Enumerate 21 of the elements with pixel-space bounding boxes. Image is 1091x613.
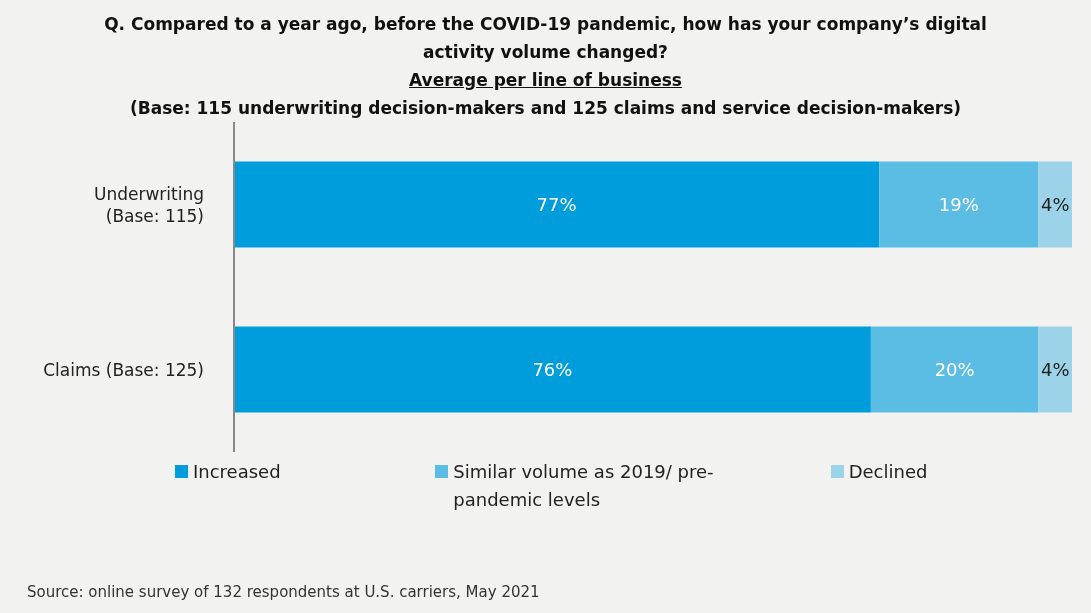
data-label: 19% <box>938 193 979 215</box>
data-label: 20% <box>934 358 975 380</box>
data-label: 77% <box>536 193 577 215</box>
source-note: Source: online survey of 132 respondents at U.S. carriers, May 2021 <box>27 583 540 601</box>
bar <box>879 161 1039 248</box>
legend-label: Increased <box>193 460 282 484</box>
chart-subtitle: Average per line of business <box>408 69 683 92</box>
data-label: 4% <box>1040 193 1070 215</box>
y-tick-label: Claims (Base: 125) <box>43 359 204 380</box>
chart-title: Q. Compared to a year ago, before the COVID-19 pandemic, how has your company’s digital activity volume changed? <box>103 13 988 64</box>
text: (Base: 115 underwriting decision-makers and 125 claims and service decision-makers) <box>128 97 963 120</box>
bar <box>870 326 1039 413</box>
data-label: 76% <box>532 358 573 380</box>
data-label: 4% <box>1040 358 1070 380</box>
bar <box>1038 161 1072 248</box>
legend-label: Declined <box>848 460 929 484</box>
bar <box>1038 326 1072 413</box>
y-tick-label: Underwriting (Base: 115) <box>93 183 204 226</box>
bar <box>234 326 871 413</box>
bar <box>234 161 880 248</box>
legend-label: Similar volume as 2019/ pre-pandemic levels <box>453 460 715 512</box>
